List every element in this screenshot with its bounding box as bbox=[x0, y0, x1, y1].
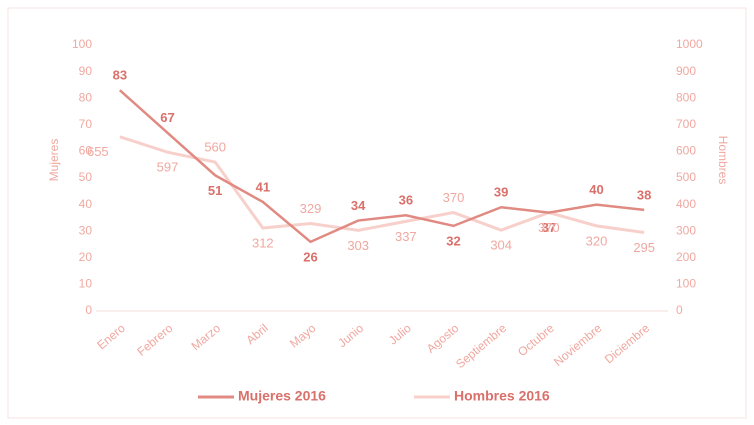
series-line bbox=[119, 135, 645, 235]
y2-tick-label: 700 bbox=[676, 117, 696, 131]
legend-label: Mujeres 2016 bbox=[238, 388, 326, 404]
y-tick-label: 50 bbox=[79, 170, 93, 184]
data-label: 370 bbox=[538, 220, 560, 235]
y-tick-label: 20 bbox=[79, 250, 93, 264]
data-label: 83 bbox=[113, 68, 127, 83]
data-label: 320 bbox=[586, 233, 608, 248]
y2-tick-label: 300 bbox=[676, 223, 696, 237]
y-tick-label: 10 bbox=[79, 277, 93, 291]
data-label: 560 bbox=[204, 139, 226, 154]
y-tick-label: 30 bbox=[79, 223, 93, 237]
data-label: 32 bbox=[446, 233, 460, 248]
y-tick-label: 90 bbox=[79, 64, 93, 78]
chart-frame bbox=[7, 7, 747, 419]
data-label: 655 bbox=[87, 144, 109, 159]
data-label: 370 bbox=[443, 190, 465, 205]
y2-tick-label: 200 bbox=[676, 250, 696, 264]
data-label: 329 bbox=[300, 201, 322, 216]
y-tick-label: 100 bbox=[72, 37, 92, 51]
y2-tick-label: 500 bbox=[676, 170, 696, 184]
y2-tick-label: 800 bbox=[676, 90, 696, 104]
y2-tick-label: 0 bbox=[676, 303, 683, 317]
data-label: 41 bbox=[256, 179, 270, 194]
data-label: 51 bbox=[208, 183, 222, 198]
y2-tick-label: 600 bbox=[676, 144, 696, 158]
data-label: 67 bbox=[160, 110, 174, 125]
y2-tick-label: 400 bbox=[676, 197, 696, 211]
y-tick-label: 40 bbox=[79, 197, 93, 211]
series-line bbox=[119, 89, 645, 244]
y-tick-label: 0 bbox=[85, 303, 92, 317]
y-tick-label: 70 bbox=[79, 117, 93, 131]
data-label: 40 bbox=[589, 182, 603, 197]
y2-tick-label: 900 bbox=[676, 64, 696, 78]
data-label: 38 bbox=[637, 187, 651, 202]
data-label: 34 bbox=[351, 198, 366, 213]
data-label: 39 bbox=[494, 185, 508, 200]
data-label: 295 bbox=[633, 240, 655, 255]
data-label: 337 bbox=[395, 229, 417, 244]
legend-label: Hombres 2016 bbox=[454, 388, 550, 404]
data-label: 26 bbox=[303, 249, 317, 264]
data-label: 597 bbox=[157, 160, 179, 175]
y-tick-label: 80 bbox=[79, 90, 93, 104]
data-label: 36 bbox=[399, 193, 413, 208]
y-axis-label: Mujeres bbox=[47, 139, 61, 182]
y2-tick-label: 1000 bbox=[676, 37, 703, 51]
y2-tick-label: 100 bbox=[676, 277, 696, 291]
data-label: 37 bbox=[542, 220, 556, 235]
data-label: 304 bbox=[490, 238, 512, 253]
data-label: 303 bbox=[347, 238, 369, 253]
y-tick-label: 60 bbox=[79, 144, 93, 158]
data-label: 312 bbox=[252, 235, 274, 250]
y2-axis-label: Hombres bbox=[716, 136, 730, 185]
